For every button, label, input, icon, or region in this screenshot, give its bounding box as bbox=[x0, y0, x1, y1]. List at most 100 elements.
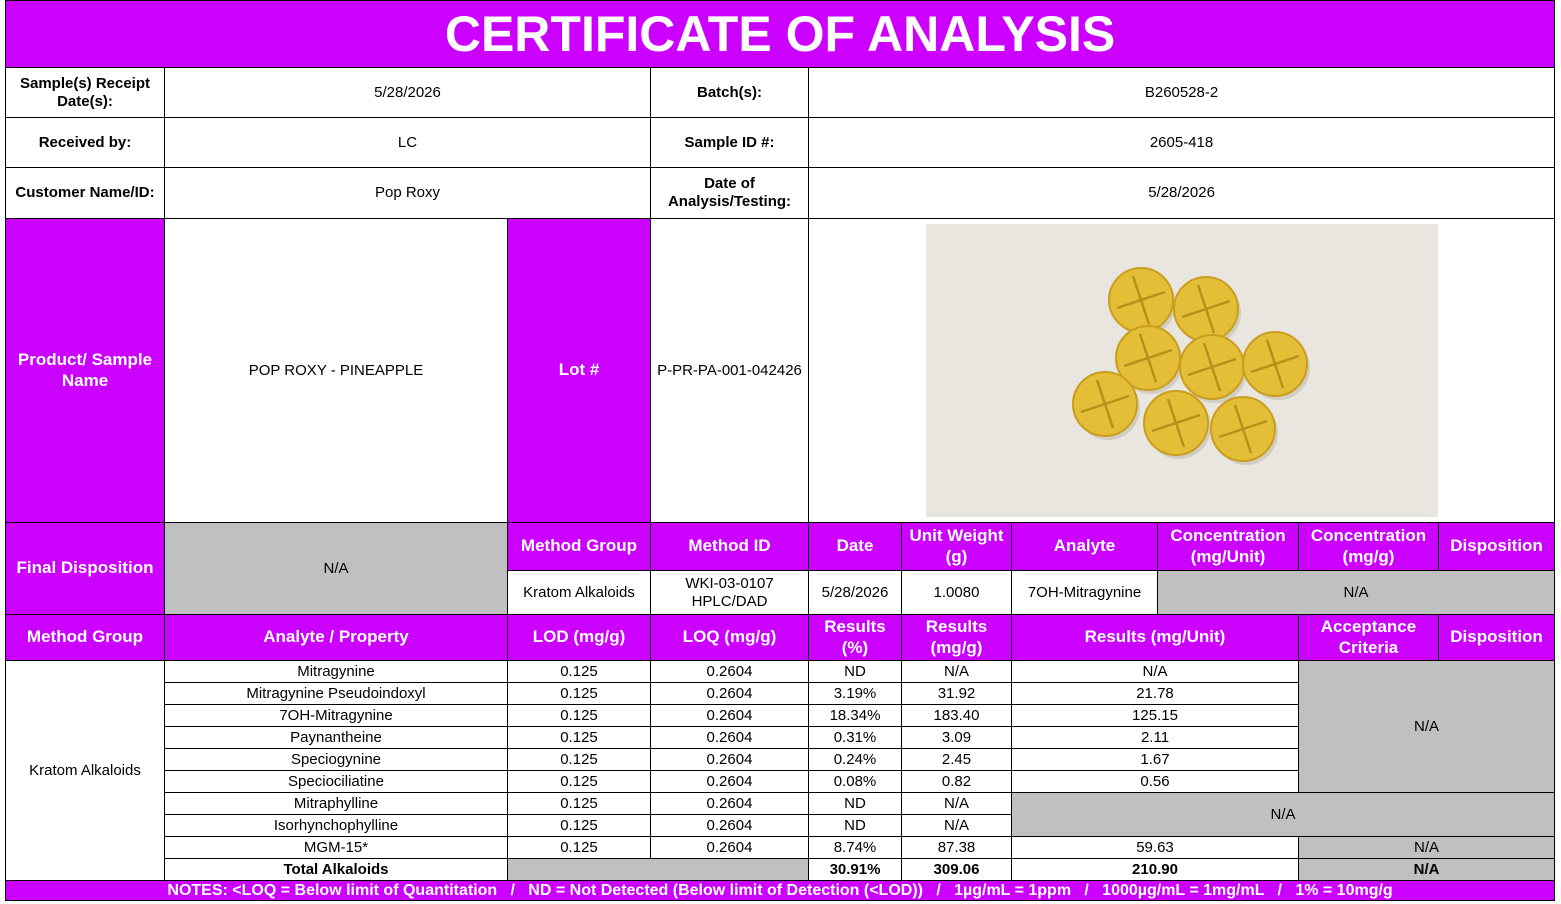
value: P-PR-PA-001-042426 bbox=[651, 219, 809, 523]
cell: 2.45 bbox=[902, 749, 1012, 771]
cell: 87.38 bbox=[902, 837, 1012, 859]
cell: 18.34% bbox=[809, 705, 902, 727]
certificate: CERTIFICATE OF ANALYSIS Sample(s) Receip… bbox=[5, 0, 1555, 901]
cell: 1.0080 bbox=[902, 571, 1012, 615]
cell: 0.125 bbox=[508, 683, 651, 705]
value: Pop Roxy bbox=[165, 168, 651, 219]
value: POP ROXY - PINEAPPLE bbox=[165, 219, 508, 523]
cell: 5/28/2026 bbox=[809, 571, 902, 615]
cell: ND bbox=[809, 793, 902, 815]
cell: 0.2604 bbox=[651, 837, 809, 859]
cell: Kratom Alkaloids bbox=[508, 571, 651, 615]
cell: N/A bbox=[1299, 859, 1555, 881]
header: Disposition bbox=[1439, 523, 1555, 571]
header: LOD (mg/g) bbox=[508, 615, 651, 661]
result-row: Mitraphylline0.1250.2604NDN/AN/A bbox=[6, 793, 1555, 815]
page: CERTIFICATE OF ANALYSIS Sample(s) Receip… bbox=[0, 0, 1561, 904]
cell: 21.78 bbox=[1012, 683, 1299, 705]
cell: Speciociliatine bbox=[165, 771, 508, 793]
cell: 0.2604 bbox=[651, 793, 809, 815]
cell: 31.92 bbox=[902, 683, 1012, 705]
cell: 309.06 bbox=[902, 859, 1012, 881]
label: Date of Analysis/Testing: bbox=[651, 168, 809, 219]
label: Sample(s) Receipt Date(s): bbox=[6, 68, 165, 118]
cell: WKI-03-0107 HPLC/DAD bbox=[651, 571, 809, 615]
cell: 0.08% bbox=[809, 771, 902, 793]
cell: N/A bbox=[1012, 661, 1299, 683]
cell: 1.67 bbox=[1012, 749, 1299, 771]
cell: 0.82 bbox=[902, 771, 1012, 793]
cell: N/A bbox=[1158, 571, 1555, 615]
header: Method ID bbox=[651, 523, 809, 571]
cell: 0.2604 bbox=[651, 683, 809, 705]
cell: 125.15 bbox=[1012, 705, 1299, 727]
photo-cell bbox=[809, 219, 1555, 523]
cell: N/A bbox=[902, 661, 1012, 683]
cell: Total Alkaloids bbox=[165, 859, 508, 881]
cell: 0.2604 bbox=[651, 727, 809, 749]
cell: 0.2604 bbox=[651, 705, 809, 727]
header: Analyte / Property bbox=[165, 615, 508, 661]
label: Lot # bbox=[508, 219, 651, 523]
cell: Mitraphylline bbox=[165, 793, 508, 815]
label: Customer Name/ID: bbox=[6, 168, 165, 219]
cell: MGM-15* bbox=[165, 837, 508, 859]
cell: 0.125 bbox=[508, 749, 651, 771]
cell: 183.40 bbox=[902, 705, 1012, 727]
header: Disposition bbox=[1439, 615, 1555, 661]
cell: 0.56 bbox=[1012, 771, 1299, 793]
product-photo bbox=[926, 224, 1438, 517]
header: Results (mg/Unit) bbox=[1012, 615, 1299, 661]
value: LC bbox=[165, 118, 651, 168]
label: Sample ID #: bbox=[651, 118, 809, 168]
cell: 3.09 bbox=[902, 727, 1012, 749]
cell: 7OH-Mitragynine bbox=[1012, 571, 1158, 615]
value: 5/28/2026 bbox=[165, 68, 651, 118]
cell: 0.125 bbox=[508, 793, 651, 815]
cell: 59.63 bbox=[1012, 837, 1299, 859]
header: Concentration (mg/g) bbox=[1299, 523, 1439, 571]
label: Product/ Sample Name bbox=[6, 219, 165, 523]
cell: 0.31% bbox=[809, 727, 902, 749]
cell: 0.2604 bbox=[651, 749, 809, 771]
header: Results (%) bbox=[809, 615, 902, 661]
cell: Mitragynine bbox=[165, 661, 508, 683]
cell: ND bbox=[809, 815, 902, 837]
title: CERTIFICATE OF ANALYSIS bbox=[6, 1, 1555, 68]
cell: 0.125 bbox=[508, 815, 651, 837]
header: Analyte bbox=[1012, 523, 1158, 571]
cell: N/A bbox=[1012, 793, 1555, 837]
cell: 0.24% bbox=[809, 749, 902, 771]
cell: N/A bbox=[902, 793, 1012, 815]
header: Method Group bbox=[6, 615, 165, 661]
cell: 0.2604 bbox=[651, 771, 809, 793]
cell: Isorhynchophylline bbox=[165, 815, 508, 837]
cell: 0.125 bbox=[508, 837, 651, 859]
value: N/A bbox=[165, 523, 508, 615]
cell: 8.74% bbox=[809, 837, 902, 859]
cell: 0.125 bbox=[508, 771, 651, 793]
header: Method Group bbox=[508, 523, 651, 571]
label: Batch(s): bbox=[651, 68, 809, 118]
label: Final Disposition bbox=[6, 523, 165, 615]
header: Date bbox=[809, 523, 902, 571]
cell: 30.91% bbox=[809, 859, 902, 881]
cell: 210.90 bbox=[1012, 859, 1299, 881]
label: Received by: bbox=[6, 118, 165, 168]
cell: 3.19% bbox=[809, 683, 902, 705]
cell: 0.125 bbox=[508, 727, 651, 749]
header: Unit Weight (g) bbox=[902, 523, 1012, 571]
results: Kratom AlkaloidsMitragynine0.1250.2604ND… bbox=[6, 661, 1555, 881]
cell: 0.125 bbox=[508, 705, 651, 727]
header: Acceptance Criteria bbox=[1299, 615, 1439, 661]
cell: 0.2604 bbox=[651, 815, 809, 837]
cell: Speciogynine bbox=[165, 749, 508, 771]
cell: N/A bbox=[902, 815, 1012, 837]
result-row: Kratom AlkaloidsMitragynine0.1250.2604ND… bbox=[6, 661, 1555, 683]
value: B260528-2 bbox=[809, 68, 1555, 118]
cell: ND bbox=[809, 661, 902, 683]
header: Concentration (mg/Unit) bbox=[1158, 523, 1299, 571]
value: 2605-418 bbox=[809, 118, 1555, 168]
